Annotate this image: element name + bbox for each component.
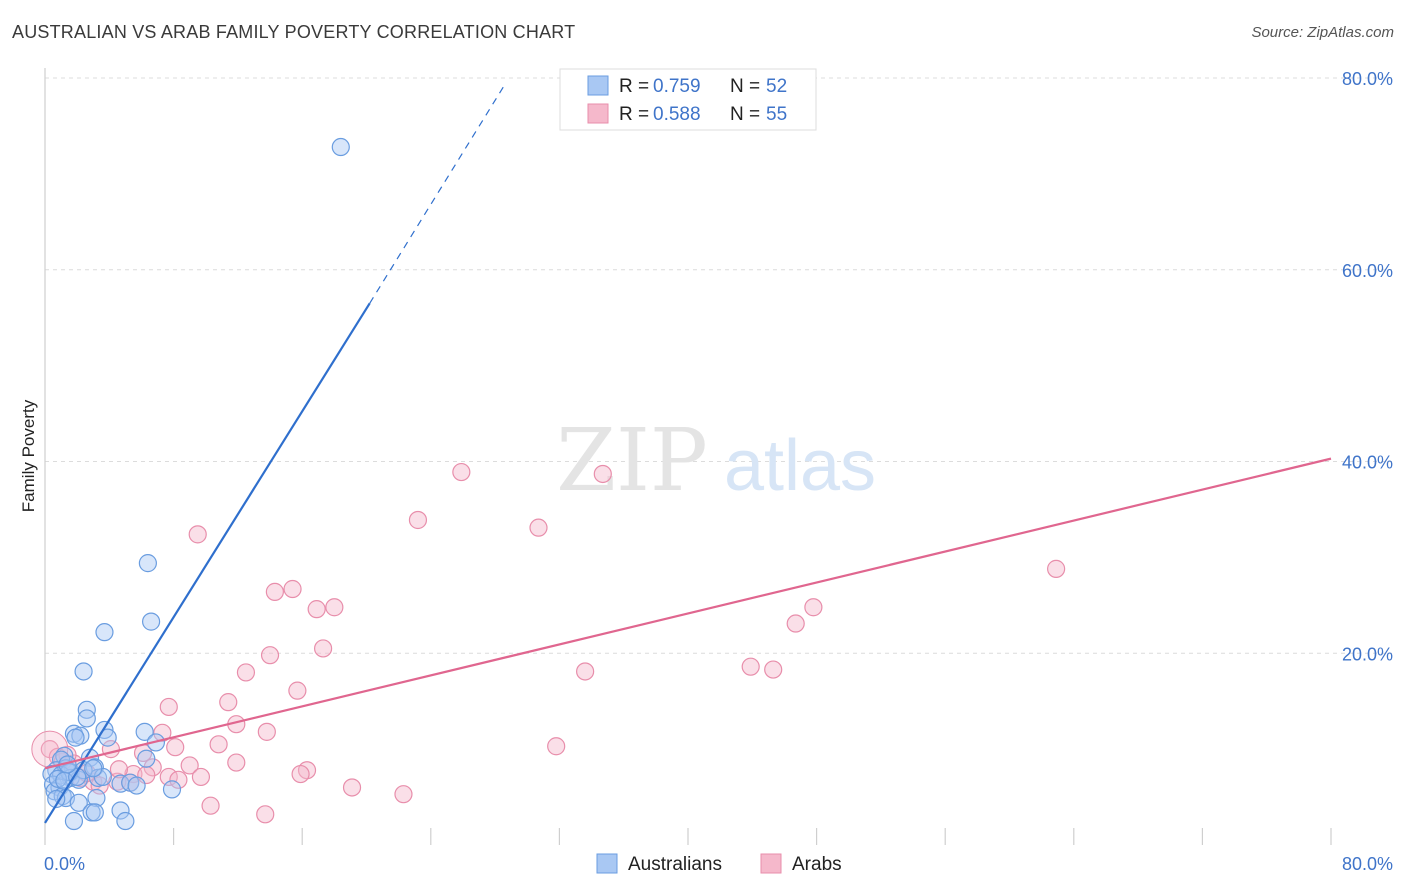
australians-point — [64, 811, 84, 831]
australians-point — [47, 789, 66, 809]
x-tick-label: 80.0% — [1342, 854, 1393, 874]
arabs-point — [166, 738, 185, 757]
arabs-point — [593, 464, 612, 484]
y-tick-label: 20.0% — [1342, 644, 1393, 664]
y-tick-label: 60.0% — [1342, 261, 1393, 281]
australians-point — [69, 793, 88, 812]
australians-point — [138, 554, 157, 573]
arabs-point — [804, 598, 823, 617]
arabs-point — [394, 785, 413, 804]
australians-point — [77, 709, 96, 728]
arabs-point — [159, 697, 178, 717]
australians-n-label: N = — [730, 76, 760, 97]
arabs-point — [201, 796, 220, 815]
arabs-point — [256, 805, 275, 824]
australians-point — [111, 801, 130, 820]
series-legend: Australians Arabs — [596, 853, 842, 875]
australians-point — [87, 788, 106, 808]
axes — [44, 68, 1332, 845]
arabs-point — [741, 657, 760, 676]
x-tick-label: 0.0% — [44, 854, 85, 874]
australians-point — [85, 803, 104, 822]
australians-series-swatch — [596, 853, 618, 874]
arabs-point — [342, 778, 362, 797]
arabs-point — [452, 462, 471, 482]
arabs-n-value: 55 — [766, 104, 787, 125]
arabs-series-label: Arabs — [792, 854, 842, 875]
australians-points — [42, 137, 350, 831]
arabs-point — [191, 767, 211, 787]
arabs-point — [236, 663, 256, 682]
arabs-point — [227, 753, 246, 772]
australians-point — [66, 728, 85, 747]
arabs-point — [529, 518, 548, 537]
watermark-zip: ZIP — [556, 411, 708, 511]
arabs-series-swatch — [760, 853, 782, 874]
arabs-point — [260, 646, 280, 665]
arabs-point — [764, 660, 783, 679]
stats-legend: R = 0.759 N = 52 R = 0.588 N = 55 — [559, 68, 817, 131]
australians-point — [162, 780, 182, 799]
tick-labels: 20.0% 40.0% 60.0% 80.0% 0.0% 80.0% — [44, 69, 1393, 874]
australians-point — [141, 612, 161, 631]
arabs-point — [576, 662, 595, 681]
arabs-point — [408, 510, 428, 530]
y-tick-label: 40.0% — [1342, 453, 1393, 473]
arabs-point — [188, 525, 207, 544]
arabs-point — [288, 681, 307, 700]
grid-lines — [45, 77, 1392, 654]
arabs-point — [169, 770, 188, 789]
arabs-point — [547, 737, 566, 756]
australians-point — [74, 662, 93, 681]
arabs-n-label: N = — [730, 104, 760, 125]
arabs-trend-line — [44, 457, 1332, 770]
arabs-point — [1047, 559, 1066, 578]
arabs-point — [283, 579, 302, 599]
australians-point — [111, 774, 130, 793]
australians-point — [135, 722, 154, 741]
arabs-point — [209, 735, 228, 754]
arabs-r-value: 0.588 — [653, 104, 701, 125]
arabs-point — [180, 756, 199, 775]
australians-point — [137, 749, 156, 768]
australians-point — [84, 759, 103, 778]
chart-title: AUSTRALIAN VS ARAB FAMILY POVERTY CORREL… — [12, 22, 576, 42]
arabs-point — [291, 764, 310, 784]
trend-lines — [44, 84, 1332, 824]
australians-r-value: 0.759 — [653, 76, 701, 97]
australians-r-label: R = — [619, 76, 649, 97]
arabs-point — [219, 693, 238, 712]
arabs-r-label: R = — [619, 104, 649, 125]
y-tick-label: 80.0% — [1342, 69, 1393, 89]
australians-point — [127, 776, 146, 795]
australians-n-value: 52 — [766, 76, 787, 97]
watermark-atlas: atlas — [724, 426, 876, 506]
australians-point — [95, 623, 114, 642]
australians-point — [116, 811, 135, 831]
arabs-point — [109, 760, 129, 779]
australians-legend-swatch — [587, 75, 609, 96]
arabs-point — [325, 598, 344, 617]
arabs-point — [786, 614, 805, 633]
australians-trend-extension — [369, 84, 506, 304]
arabs-point — [313, 639, 333, 658]
australians-trend-line — [44, 302, 371, 824]
australians-point — [48, 769, 67, 788]
arabs-points — [31, 462, 1066, 824]
arabs-point — [153, 723, 172, 742]
arabs-point — [257, 722, 276, 741]
arabs-legend-swatch — [587, 103, 609, 124]
y-axis-label: Family Poverty — [19, 399, 38, 512]
australians-point — [331, 137, 350, 157]
arabs-point — [265, 582, 284, 601]
source-label: Source: ZipAtlas.com — [1251, 24, 1394, 41]
australians-series-label: Australians — [628, 854, 722, 875]
australians-point — [68, 767, 87, 787]
arabs-point — [307, 600, 326, 619]
